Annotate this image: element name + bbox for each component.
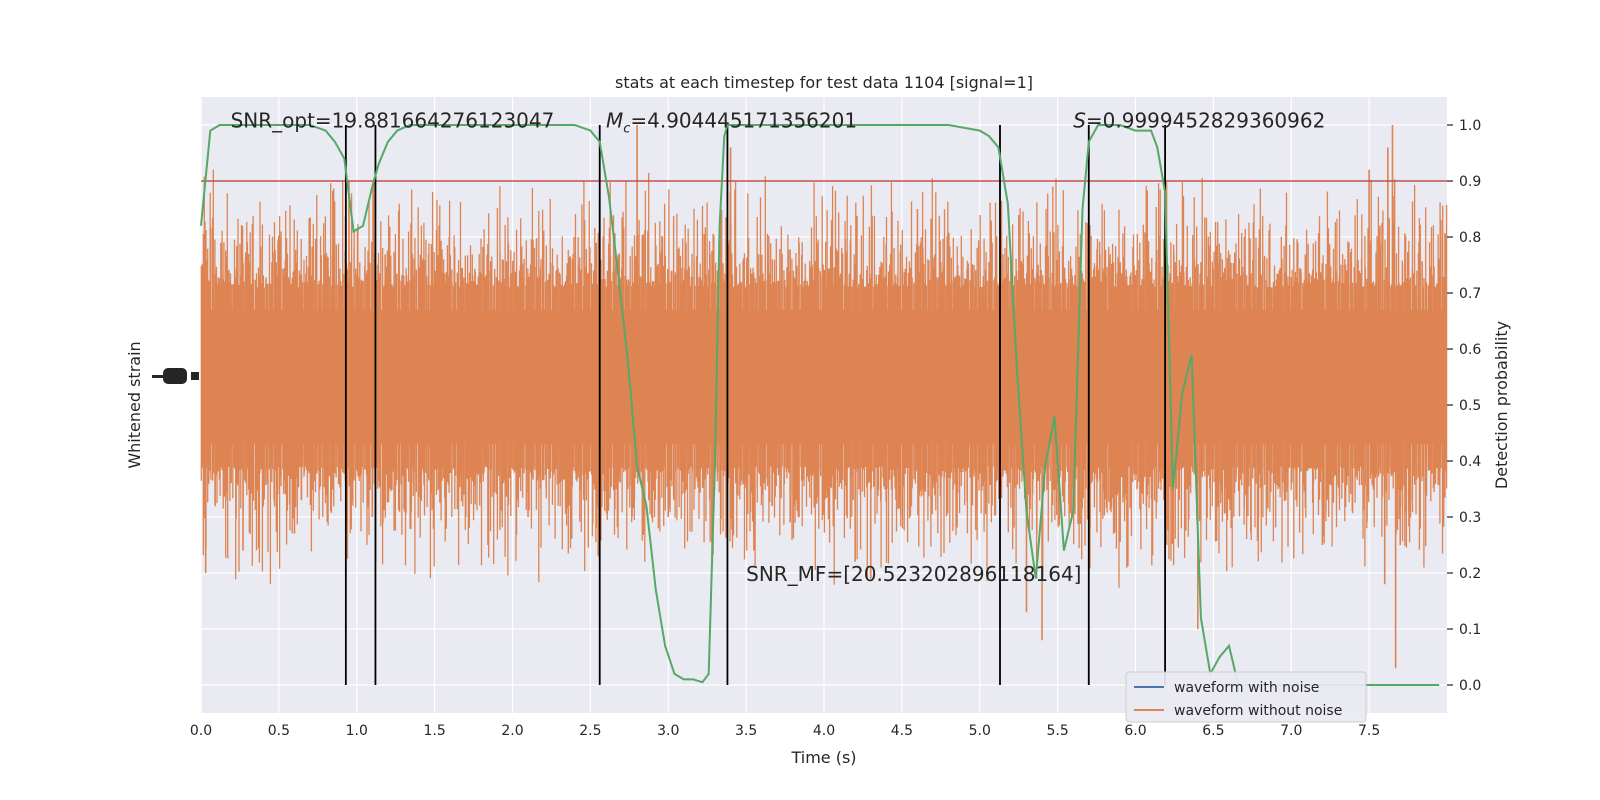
x-tick-label: 6.5 [1202, 723, 1224, 739]
x-tick-label: 3.0 [657, 723, 679, 739]
annotation-text: SNR_MF=[20.523202896118164] [746, 562, 1081, 586]
right-y-tick-label: 0.3 [1459, 510, 1481, 526]
right-y-axis-label: Detection probability [1492, 321, 1511, 489]
x-tick-label: 2.0 [501, 723, 523, 739]
legend-label: waveform with noise [1174, 680, 1319, 696]
annotations: SNR_opt=19.881664276123047 Mc=4.904445171… [231, 108, 1326, 586]
detection-probability-series [200, 124, 1440, 686]
x-tick-label: 5.5 [1046, 723, 1068, 739]
right-y-tick-label: 0.9 [1459, 174, 1481, 190]
right-y-tick-label: 0.8 [1459, 230, 1481, 246]
legend-box [1125, 671, 1367, 723]
left-tick-blot [191, 372, 199, 380]
left-y-axis-label: Whitened strain [125, 341, 144, 468]
right-y-tick-label: 0.2 [1459, 566, 1481, 582]
right-y-tick-label: 0.5 [1459, 398, 1481, 414]
right-y-tick-label: 1.0 [1459, 118, 1481, 134]
x-tick-label: 4.5 [891, 723, 913, 739]
detection-probability-line [200, 124, 1440, 686]
annotation-text: S=0.9999452829360962 [1073, 108, 1325, 132]
legend-label: waveform without noise [1174, 703, 1342, 719]
left-tick-blot [152, 375, 166, 378]
x-tick-label: 7.5 [1358, 723, 1380, 739]
x-tick-label: 1.5 [423, 723, 445, 739]
x-tick-label: 1.0 [346, 723, 368, 739]
x-tick-label: 0.0 [190, 723, 212, 739]
x-tick-label: 5.0 [969, 723, 991, 739]
annotation-text: Mc=4.904445171356201 [606, 108, 857, 136]
x-tick-label: 4.0 [813, 723, 835, 739]
right-y-tick-label: 0.6 [1459, 342, 1481, 358]
x-tick-label: 7.0 [1280, 723, 1302, 739]
chart-title: stats at each timestep for test data 110… [615, 73, 1033, 92]
right-y-tick-label: 0.7 [1459, 286, 1481, 302]
x-tick-label: 6.0 [1124, 723, 1146, 739]
waveform-without-noise-series [200, 125, 1448, 669]
left-y-axis-ticks [152, 368, 199, 384]
x-tick-label: 2.5 [579, 723, 601, 739]
left-tick-blot [163, 368, 187, 384]
right-y-axis-ticks: 0.0 0.1 0.2 0.3 0.4 0.5 0.6 0.7 0.8 0.9 1.0 [1447, 118, 1481, 694]
x-axis-ticks: 0.0 0.5 1.0 1.5 2.0 2.5 3.0 3.5 4.0 4.5 5.0 5.5 6.0 6… [190, 723, 1380, 739]
right-y-tick-label: 0.4 [1459, 454, 1481, 470]
legend: waveform with noise waveform without nois… [1125, 671, 1367, 723]
right-y-tick-label: 0.0 [1459, 678, 1481, 694]
annotation-text: SNR_opt=19.881664276123047 [231, 108, 555, 132]
right-y-tick-label: 0.1 [1459, 622, 1481, 638]
x-tick-label: 0.5 [268, 723, 290, 739]
x-tick-label: 3.5 [735, 723, 757, 739]
x-axis-label: Time (s) [790, 748, 856, 767]
